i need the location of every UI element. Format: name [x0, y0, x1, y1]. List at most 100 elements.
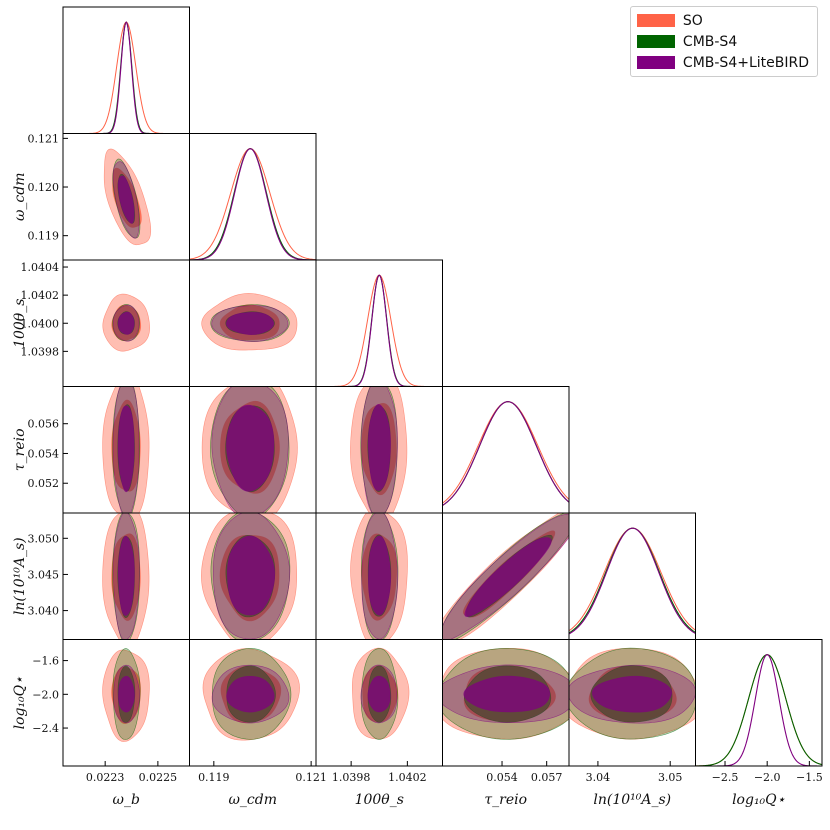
- contour-68-cmb-s4-litebird: [463, 675, 551, 713]
- panel-frame: [62, 6, 190, 134]
- y-tick-label: 1.0402: [21, 289, 60, 302]
- legend-swatch-so: [636, 14, 675, 27]
- panel-content: [569, 647, 696, 740]
- contour-68-cmb-s4-litebird: [367, 404, 391, 491]
- legend-label-so: SO: [682, 12, 703, 29]
- marginal-curve-so: [569, 527, 696, 632]
- panel-5-3: 0.054 0.057: [442, 639, 570, 784]
- panel-content: [352, 647, 410, 740]
- legend-entry-so: SO: [636, 10, 809, 31]
- panel-frame: [568, 512, 696, 640]
- marginal-curve-cmb-s4-litebird: [316, 274, 443, 387]
- marginal-curve-so: [189, 148, 316, 260]
- y-tick-label: 3.040: [28, 605, 60, 618]
- y-tick-label: 0.052: [28, 477, 60, 490]
- y-tick-label: −1.6: [32, 655, 59, 668]
- panel-4-1: [189, 512, 317, 640]
- contour-68-cmb-s4-litebird: [118, 675, 135, 713]
- marginal-curve-cmb-s4-litebird: [189, 148, 316, 260]
- panel-1-1: [189, 133, 317, 261]
- marginal-curve-cmb-s4: [63, 21, 190, 134]
- x-axis-label-5: log₁₀Q⋆: [732, 792, 786, 808]
- y-tick-label: −2.4: [32, 722, 59, 735]
- marginal-curve-so: [316, 274, 443, 387]
- panel-4-3: [442, 512, 570, 640]
- panel-content: [63, 21, 190, 134]
- contour-68-cmb-s4-litebird: [117, 405, 135, 493]
- y-tick-label: 1.0400: [21, 317, 60, 330]
- panel-frame: [315, 259, 443, 387]
- x-tick-label: 0.054: [486, 771, 518, 784]
- x-tick-label: 0.0225: [139, 771, 178, 784]
- panel-5-4: 3.04 3.05: [568, 639, 696, 784]
- panel-content: [695, 654, 822, 766]
- contour-68-cmb-s4-litebird: [226, 404, 275, 492]
- panel-content: [350, 386, 408, 513]
- marginal-curve-so: [63, 21, 190, 134]
- legend-entry-cmb-s4: CMB-S4: [636, 31, 809, 52]
- contour-68-cmb-s4-litebird: [226, 312, 275, 335]
- panel-content: [201, 293, 298, 351]
- marginal-curve-so: [442, 401, 569, 504]
- y-tick-label: 1.0404: [21, 261, 60, 274]
- panel-5-0: −2.4 −2.0 −1.6 0.0223 0.0225: [32, 639, 190, 784]
- x-tick-label: −2.0: [754, 771, 781, 784]
- panel-5-2: 1.0398 1.0402: [315, 639, 443, 784]
- y-tick-label: 0.120: [28, 181, 60, 194]
- panel-frame: [695, 639, 823, 767]
- panel-content: [350, 513, 408, 640]
- panel-3-0: 0.052 0.054 0.056: [28, 386, 190, 514]
- marginal-curve-cmb-s4-litebird: [442, 401, 569, 506]
- contour-68-cmb-s4-litebird: [367, 675, 391, 713]
- y-tick-label: 1.0398: [21, 345, 60, 358]
- marginal-curve-cmb-s4: [569, 527, 696, 634]
- panel-4-2: [315, 512, 443, 640]
- panel-content: [201, 386, 298, 513]
- x-tick-label: 1.0398: [332, 771, 371, 784]
- contour-68-cmb-s4-litebird: [118, 535, 135, 616]
- panel-content: [442, 401, 569, 506]
- legend-swatch-cmb-s4-litebird: [636, 56, 675, 69]
- panel-content: [569, 527, 696, 635]
- panel-content: [102, 293, 150, 352]
- x-axis-label-1: ω_cdm: [229, 792, 278, 808]
- contour-68-cmb-s4-litebird: [226, 675, 275, 713]
- marginal-curve-cmb-s4: [189, 148, 316, 260]
- panel-content: [442, 647, 569, 740]
- panel-5-5: −2.5 −2.0 −1.5: [695, 639, 823, 784]
- x-axis-label-3: τ_reio: [484, 792, 527, 808]
- y-axis-label-2: 100θ_s: [12, 299, 28, 348]
- panel-3-2: [315, 386, 443, 514]
- panel-content: [103, 148, 152, 246]
- x-tick-label: −2.5: [712, 771, 739, 784]
- y-tick-label: 3.045: [28, 568, 60, 581]
- panel-frame: [442, 386, 570, 514]
- panel-2-1: [189, 259, 317, 387]
- panel-frame: [189, 133, 317, 261]
- x-tick-label: 0.057: [531, 771, 563, 784]
- x-axis-label-4: ln(10¹⁰A_s): [593, 792, 671, 808]
- contour-68-cmb-s4-litebird: [592, 675, 673, 713]
- contour-68-cmb-s4-litebird: [368, 535, 391, 616]
- x-tick-label: 0.119: [198, 771, 230, 784]
- y-tick-label: 0.119: [28, 230, 60, 243]
- y-tick-label: 0.121: [28, 132, 60, 145]
- marginal-curve-cmb-s4: [316, 274, 443, 387]
- x-tick-label: 1.0402: [388, 771, 427, 784]
- panel-content: [189, 148, 316, 260]
- panel-4-4: [568, 512, 696, 640]
- panel-content: [102, 513, 150, 640]
- marginal-curve-cmb-s4-litebird: [63, 21, 190, 134]
- legend: SO CMB-S4 CMB-S4+LiteBIRD: [629, 6, 818, 77]
- y-tick-label: −2.0: [32, 688, 59, 701]
- y-axis-label-3: τ_reio: [12, 428, 28, 471]
- y-tick-label: 0.056: [28, 418, 60, 431]
- y-tick-label: 0.054: [28, 447, 60, 460]
- x-tick-label: 3.05: [658, 771, 683, 784]
- panel-0-0: [62, 6, 190, 134]
- panel-content: [442, 513, 569, 640]
- panel-3-3: [442, 386, 570, 514]
- panel-content: [201, 513, 298, 640]
- marginal-curve-cmb-s4-litebird: [569, 527, 696, 635]
- y-tick-label: 3.050: [28, 532, 60, 545]
